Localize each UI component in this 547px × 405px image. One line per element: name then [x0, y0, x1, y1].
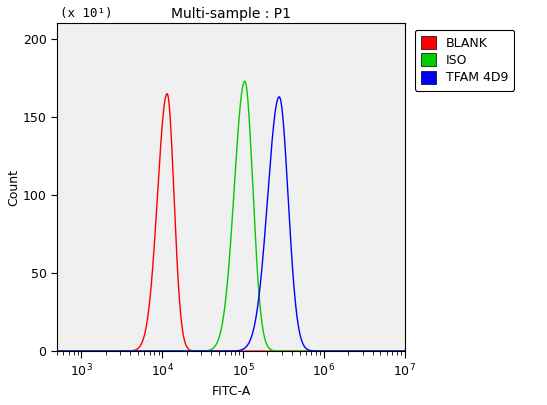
- TFAM 4D9: [276, 94, 282, 99]
- BLANK: [401, 349, 408, 354]
- Y-axis label: Count: Count: [7, 169, 20, 206]
- ISO: [179, 349, 186, 354]
- BLANK: [54, 349, 60, 354]
- BLANK: [330, 349, 337, 354]
- Line: BLANK: BLANK: [57, 94, 405, 351]
- ISO: [330, 349, 337, 354]
- BLANK: [71, 349, 78, 354]
- BLANK: [179, 330, 186, 335]
- X-axis label: FITC-A: FITC-A: [211, 385, 251, 398]
- TFAM 4D9: [259, 256, 266, 261]
- TFAM 4D9: [330, 349, 337, 354]
- Line: ISO: ISO: [57, 81, 405, 351]
- ISO: [275, 349, 281, 354]
- Line: TFAM 4D9: TFAM 4D9: [57, 97, 405, 351]
- ISO: [71, 349, 78, 354]
- ISO: [259, 326, 266, 331]
- Title: Multi-sample : P1: Multi-sample : P1: [171, 7, 291, 21]
- TFAM 4D9: [179, 349, 186, 354]
- TFAM 4D9: [54, 349, 60, 354]
- ISO: [312, 349, 318, 354]
- ISO: [242, 79, 248, 84]
- Text: (x 10¹): (x 10¹): [61, 7, 113, 20]
- TFAM 4D9: [275, 96, 281, 101]
- ISO: [54, 349, 60, 354]
- BLANK: [275, 349, 281, 354]
- BLANK: [259, 349, 266, 354]
- Legend: BLANK, ISO, TFAM 4D9: BLANK, ISO, TFAM 4D9: [415, 30, 514, 91]
- BLANK: [312, 349, 318, 354]
- ISO: [401, 349, 408, 354]
- TFAM 4D9: [312, 349, 318, 354]
- TFAM 4D9: [401, 349, 408, 354]
- TFAM 4D9: [71, 349, 78, 354]
- BLANK: [164, 91, 170, 96]
